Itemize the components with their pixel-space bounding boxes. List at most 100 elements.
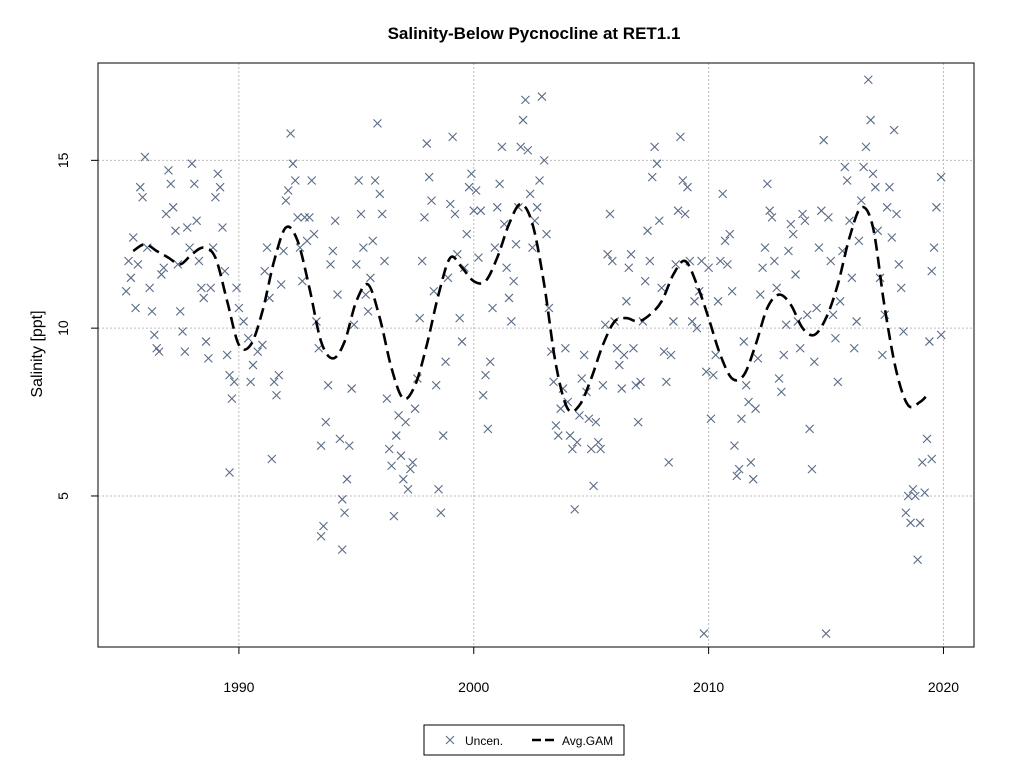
data-point <box>765 206 775 216</box>
data-point <box>502 263 512 273</box>
data-point <box>382 394 392 404</box>
data-point <box>575 411 584 420</box>
data-point <box>936 172 946 182</box>
data-point <box>464 182 474 192</box>
data-point <box>506 317 516 326</box>
data-point <box>171 226 180 236</box>
data-point <box>894 259 904 269</box>
data-point <box>856 196 866 205</box>
data-point <box>211 192 220 202</box>
data-point <box>138 192 148 202</box>
data-point <box>734 464 744 474</box>
data-point <box>762 179 772 189</box>
data-point <box>842 176 852 185</box>
data-point <box>746 458 756 467</box>
data-point <box>288 159 298 169</box>
data-point <box>229 377 239 387</box>
data-point <box>791 270 800 279</box>
x-tick-label: 2000 <box>458 679 489 695</box>
data-point <box>598 380 608 390</box>
data-point <box>326 259 335 269</box>
data-point <box>849 343 859 353</box>
data-point <box>673 206 683 216</box>
x-tick-label: 2010 <box>693 679 724 695</box>
data-point <box>706 414 716 424</box>
data-point <box>697 256 706 266</box>
data-point <box>591 417 601 427</box>
data-point <box>279 246 288 256</box>
data-point <box>643 226 652 236</box>
data-point <box>699 629 709 638</box>
data-point <box>398 474 408 484</box>
data-point <box>753 353 763 363</box>
data-point <box>852 317 861 326</box>
data-point <box>194 256 204 266</box>
data-point <box>363 306 373 316</box>
data-point <box>814 243 824 252</box>
data-point <box>337 545 347 555</box>
data-point <box>436 508 446 518</box>
data-point <box>199 293 209 303</box>
data-point <box>396 451 406 461</box>
data-point <box>556 404 566 414</box>
data-point <box>807 464 817 474</box>
data-point <box>885 182 894 192</box>
data-point <box>126 273 136 283</box>
data-point <box>420 213 429 222</box>
x-axis: 1990 2000 2010 2020 <box>223 647 959 695</box>
data-point <box>730 441 739 451</box>
data-point <box>584 414 594 424</box>
data-point <box>661 377 671 387</box>
data-point <box>723 259 732 269</box>
data-point <box>321 417 331 427</box>
data-point <box>903 491 913 501</box>
data-point <box>882 202 892 212</box>
data-point <box>758 263 768 273</box>
grid <box>98 63 974 647</box>
data-point <box>537 92 547 101</box>
data-point <box>387 461 396 471</box>
data-point <box>286 129 295 138</box>
data-point <box>147 306 157 316</box>
data-point <box>633 417 643 427</box>
data-point <box>443 273 453 283</box>
data-point <box>467 169 476 179</box>
data-point <box>441 357 450 367</box>
data-point <box>232 283 241 293</box>
data-point <box>701 367 711 377</box>
data-point <box>474 253 483 263</box>
avg-gam-line <box>132 202 928 414</box>
data-point <box>389 511 399 521</box>
data-point <box>748 474 758 484</box>
data-point <box>356 209 366 219</box>
y-axis: 5 10 15 <box>55 152 98 500</box>
data-point <box>234 303 244 313</box>
data-point <box>516 142 526 152</box>
data-point <box>178 327 187 336</box>
data-point <box>213 169 223 179</box>
data-point <box>394 411 404 420</box>
data-point <box>593 437 603 447</box>
data-point <box>373 119 382 128</box>
data-point <box>319 521 328 531</box>
data-point <box>737 414 746 424</box>
data-point <box>340 508 349 518</box>
data-point <box>922 434 932 444</box>
data-point <box>370 176 380 185</box>
data-point <box>337 494 347 504</box>
data-point <box>767 213 777 222</box>
data-point <box>192 216 202 226</box>
legend-box <box>423 724 625 756</box>
data-point <box>521 95 530 105</box>
data-point <box>805 424 814 434</box>
data-point <box>196 283 206 293</box>
data-point <box>676 132 685 142</box>
data-point <box>283 186 293 195</box>
data-point <box>511 239 521 249</box>
data-point <box>664 458 674 467</box>
data-point <box>870 182 880 192</box>
data-point <box>497 142 507 152</box>
data-point <box>824 213 833 222</box>
data-point <box>744 397 753 407</box>
data-point <box>161 209 171 219</box>
